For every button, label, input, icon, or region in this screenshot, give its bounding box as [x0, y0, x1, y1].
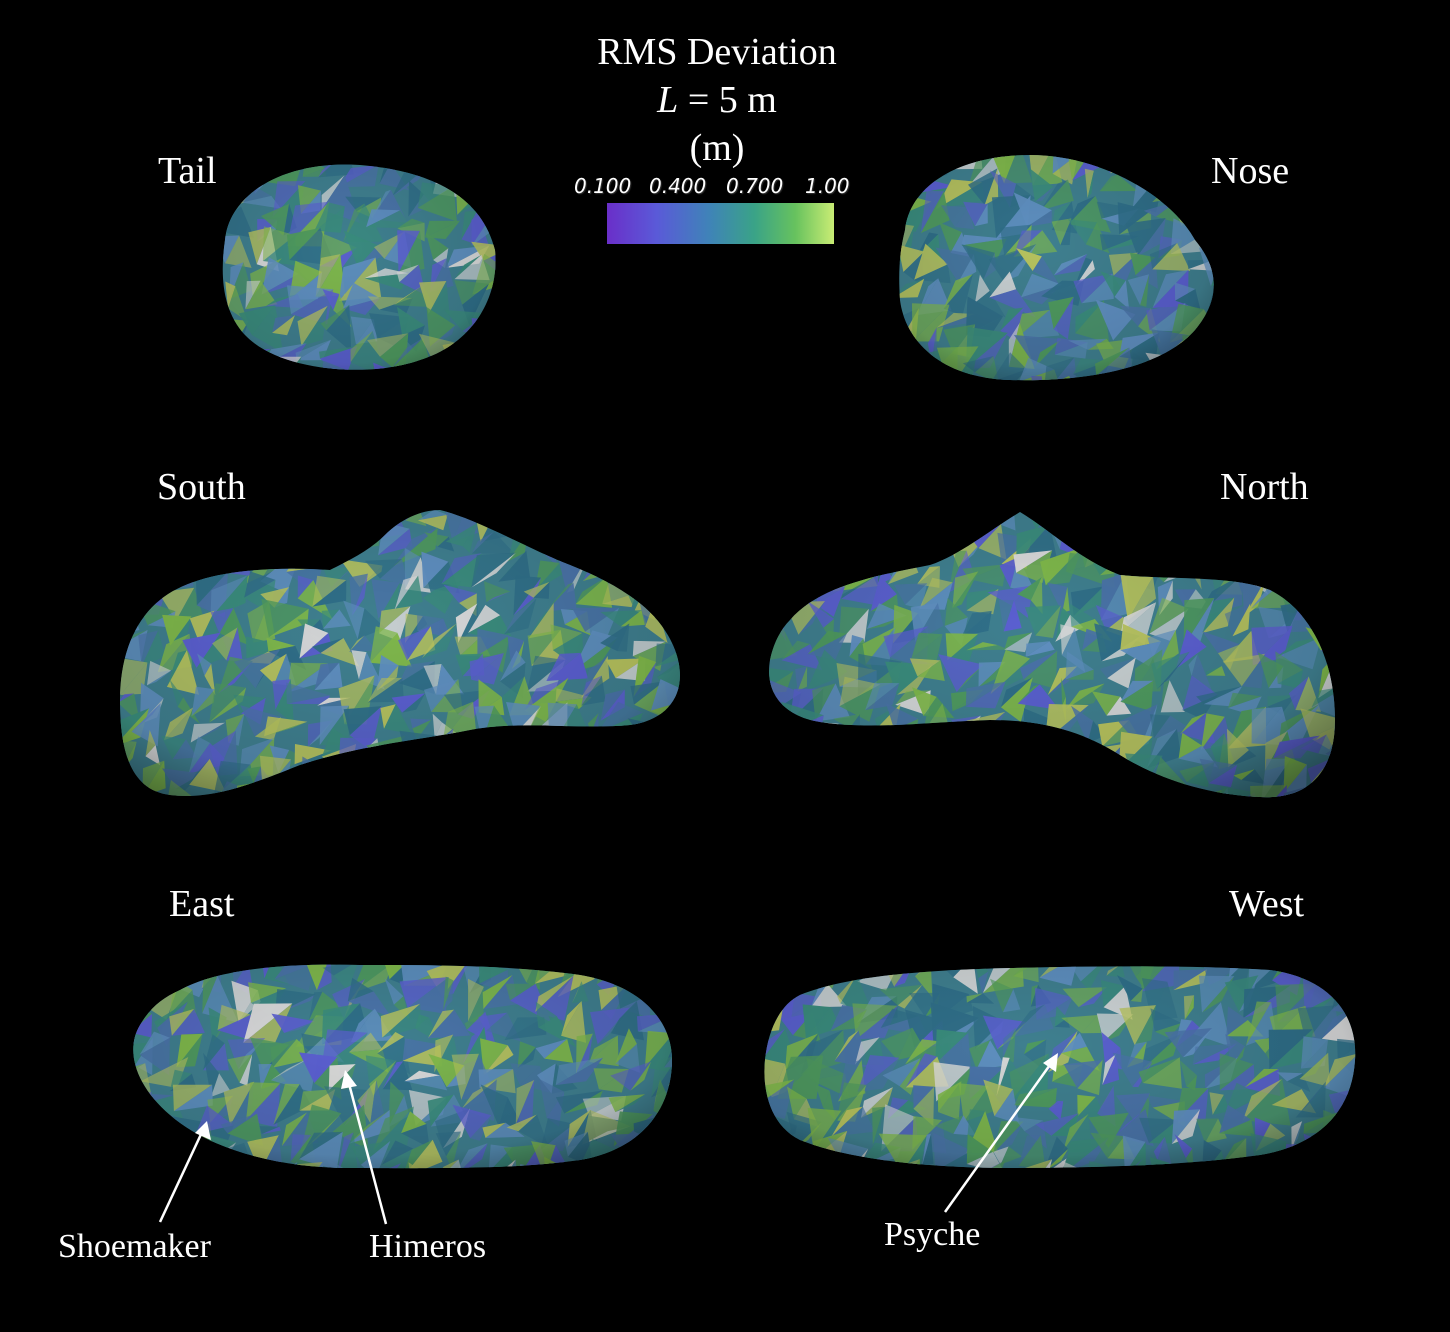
asteroid-surface-north	[769, 512, 1335, 798]
asteroid-north-view	[769, 512, 1335, 798]
asteroid-tail-view	[222, 164, 496, 370]
view-label-west: West	[1229, 883, 1305, 925]
colorbar	[607, 203, 834, 244]
view-label-tail: Tail	[158, 150, 217, 192]
asteroid-surface-west	[764, 966, 1356, 1168]
view-label-nose: Nose	[1211, 150, 1290, 192]
colorbar-tick: 0.100	[574, 174, 632, 198]
title-line-1: RMS Deviation	[597, 31, 837, 73]
asteroid-south-view	[120, 510, 680, 796]
asteroid-east-view	[133, 964, 672, 1169]
colorbar-title: RMS Deviation L = 5 m (m)	[517, 28, 917, 172]
colorbar-tick: 0.700	[726, 174, 784, 198]
shoemaker-arrow	[158, 1121, 211, 1223]
colorbar-tick: 0.400	[649, 174, 707, 198]
title-line-3: (m)	[689, 127, 745, 169]
asteroid-surface-nose	[899, 155, 1214, 381]
title-value: = 5 m	[678, 79, 777, 121]
view-label-east: East	[169, 883, 235, 925]
title-line-2: L = 5 m	[517, 76, 917, 124]
asteroid-nose-view	[899, 155, 1214, 381]
colorbar-tick: 1.00	[805, 174, 850, 198]
feature-label-shoemaker: Shoemaker	[58, 1228, 211, 1265]
asteroid-surface-south	[120, 510, 680, 796]
view-label-north: North	[1220, 466, 1309, 508]
himeros-arrow	[341, 1070, 388, 1225]
title-variable: L	[657, 79, 679, 121]
asteroid-west-view	[764, 966, 1356, 1168]
colorbar-gradient	[607, 203, 834, 244]
psyche-arrow	[943, 1053, 1058, 1213]
feature-label-himeros: Himeros	[369, 1228, 487, 1265]
asteroid-surface-tail	[222, 164, 496, 370]
view-label-south: South	[157, 466, 246, 508]
asteroid-surface-east	[133, 964, 672, 1169]
colorbar-tick-labels: 0.100 0.400 0.700 1.00	[560, 174, 880, 200]
feature-label-psyche: Psyche	[884, 1216, 981, 1253]
